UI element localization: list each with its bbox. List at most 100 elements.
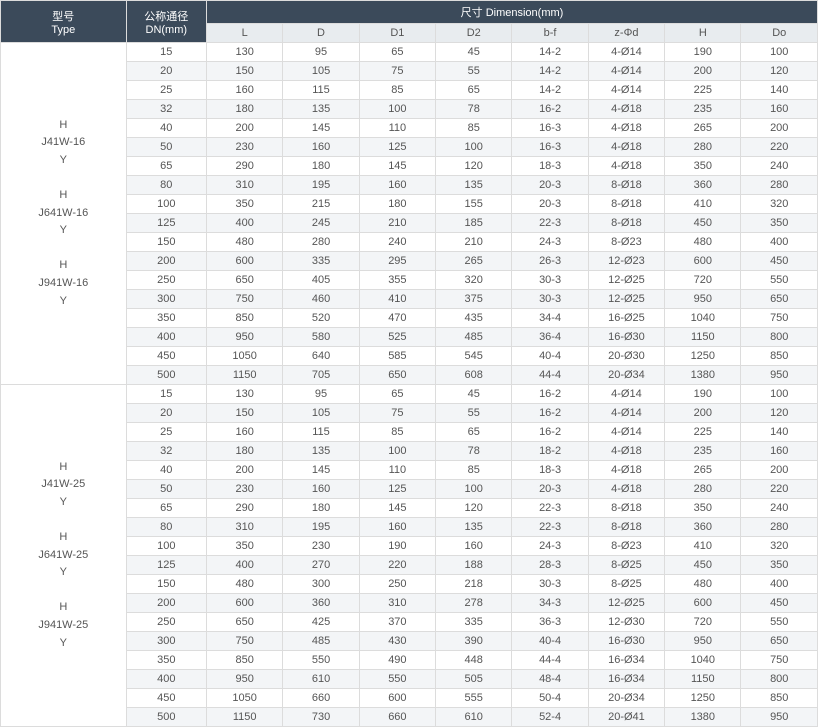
type-cell: HJ41W-25Y HJ641W-25Y HJ941W-25Y bbox=[1, 385, 127, 727]
dim-cell-D: 520 bbox=[283, 309, 359, 328]
dim-cell-D: 270 bbox=[283, 556, 359, 575]
dim-cell-H: 1040 bbox=[665, 651, 741, 670]
dim-cell-H: 1150 bbox=[665, 670, 741, 689]
dim-cell-D1: 85 bbox=[359, 423, 435, 442]
dim-cell-D2: 120 bbox=[436, 499, 512, 518]
dim-cell-bf: 16-2 bbox=[512, 404, 588, 423]
dim-cell-D: 335 bbox=[283, 252, 359, 271]
dim-cell-Do: 400 bbox=[741, 575, 818, 594]
dim-cell-H: 235 bbox=[665, 442, 741, 461]
dim-cell-Do: 450 bbox=[741, 594, 818, 613]
dim-cell-D: 115 bbox=[283, 423, 359, 442]
dim-cell-D1: 145 bbox=[359, 157, 435, 176]
dim-cell-D1: 310 bbox=[359, 594, 435, 613]
dim-cell-D: 145 bbox=[283, 461, 359, 480]
dim-cell-H: 1040 bbox=[665, 309, 741, 328]
dim-cell-L: 230 bbox=[206, 480, 282, 499]
dim-cell-zd: 12-Ø23 bbox=[588, 252, 664, 271]
dim-cell-bf: 16-3 bbox=[512, 119, 588, 138]
dim-cell-D: 180 bbox=[283, 157, 359, 176]
dim-cell-Do: 240 bbox=[741, 499, 818, 518]
dim-cell-L: 1050 bbox=[206, 689, 282, 708]
dim-cell-bf: 30-3 bbox=[512, 575, 588, 594]
dim-cell-L: 850 bbox=[206, 651, 282, 670]
dim-cell-bf: 16-2 bbox=[512, 100, 588, 119]
dim-cell-zd: 20-Ø34 bbox=[588, 366, 664, 385]
dn-cell: 25 bbox=[126, 423, 206, 442]
dim-cell-H: 1380 bbox=[665, 708, 741, 727]
dn-cell: 250 bbox=[126, 271, 206, 290]
dim-cell-D1: 125 bbox=[359, 138, 435, 157]
dim-cell-H: 225 bbox=[665, 423, 741, 442]
dim-cell-L: 160 bbox=[206, 81, 282, 100]
dim-cell-D: 135 bbox=[283, 442, 359, 461]
dim-cell-L: 850 bbox=[206, 309, 282, 328]
dim-cell-Do: 140 bbox=[741, 423, 818, 442]
dim-cell-D: 425 bbox=[283, 613, 359, 632]
dim-cell-H: 265 bbox=[665, 119, 741, 138]
dn-cell: 200 bbox=[126, 594, 206, 613]
dim-cell-D2: 545 bbox=[436, 347, 512, 366]
dim-cell-zd: 16-Ø25 bbox=[588, 309, 664, 328]
dim-cell-D2: 485 bbox=[436, 328, 512, 347]
dim-cell-Do: 320 bbox=[741, 537, 818, 556]
dn-cell: 350 bbox=[126, 651, 206, 670]
dim-cell-Do: 140 bbox=[741, 81, 818, 100]
dim-cell-zd: 4-Ø18 bbox=[588, 480, 664, 499]
dim-cell-zd: 16-Ø30 bbox=[588, 632, 664, 651]
dim-cell-H: 265 bbox=[665, 461, 741, 480]
dim-cell-Do: 550 bbox=[741, 271, 818, 290]
dim-cell-L: 1050 bbox=[206, 347, 282, 366]
dim-cell-Do: 240 bbox=[741, 157, 818, 176]
dim-cell-H: 410 bbox=[665, 537, 741, 556]
dim-cell-L: 180 bbox=[206, 442, 282, 461]
dim-cell-L: 130 bbox=[206, 385, 282, 404]
dn-cell: 40 bbox=[126, 461, 206, 480]
dim-cell-Do: 850 bbox=[741, 689, 818, 708]
dim-cell-bf: 16-3 bbox=[512, 138, 588, 157]
dim-cell-Do: 320 bbox=[741, 195, 818, 214]
dim-cell-Do: 450 bbox=[741, 252, 818, 271]
dn-cell: 400 bbox=[126, 670, 206, 689]
dim-cell-bf: 28-3 bbox=[512, 556, 588, 575]
dn-cell: 80 bbox=[126, 176, 206, 195]
dim-cell-D2: 320 bbox=[436, 271, 512, 290]
dim-cell-D: 405 bbox=[283, 271, 359, 290]
dim-cell-H: 450 bbox=[665, 556, 741, 575]
dim-cell-bf: 44-4 bbox=[512, 366, 588, 385]
dim-cell-H: 450 bbox=[665, 214, 741, 233]
dim-cell-zd: 4-Ø14 bbox=[588, 81, 664, 100]
header-dn-line1: 公称通径 bbox=[144, 11, 188, 23]
dim-cell-D2: 155 bbox=[436, 195, 512, 214]
dim-cell-D: 135 bbox=[283, 100, 359, 119]
dim-cell-bf: 30-3 bbox=[512, 290, 588, 309]
dim-cell-bf: 52-4 bbox=[512, 708, 588, 727]
dim-cell-H: 1150 bbox=[665, 328, 741, 347]
dim-cell-Do: 750 bbox=[741, 309, 818, 328]
table-row: HJ41W-25Y HJ641W-25Y HJ941W-25Y151309565… bbox=[1, 385, 818, 404]
dn-cell: 80 bbox=[126, 518, 206, 537]
dim-cell-zd: 4-Ø18 bbox=[588, 461, 664, 480]
dim-cell-H: 190 bbox=[665, 385, 741, 404]
dim-cell-zd: 8-Ø18 bbox=[588, 518, 664, 537]
dim-cell-D2: 100 bbox=[436, 138, 512, 157]
dim-cell-L: 400 bbox=[206, 556, 282, 575]
dim-cell-D: 245 bbox=[283, 214, 359, 233]
dim-cell-L: 200 bbox=[206, 461, 282, 480]
dim-cell-L: 950 bbox=[206, 328, 282, 347]
dim-cell-D2: 78 bbox=[436, 100, 512, 119]
header-col-D: D bbox=[283, 24, 359, 43]
dim-cell-D1: 75 bbox=[359, 62, 435, 81]
dim-cell-H: 480 bbox=[665, 575, 741, 594]
dim-cell-Do: 160 bbox=[741, 442, 818, 461]
dim-cell-D1: 160 bbox=[359, 176, 435, 195]
dim-cell-L: 130 bbox=[206, 43, 282, 62]
header-col-Do: Do bbox=[741, 24, 818, 43]
dim-cell-D: 105 bbox=[283, 62, 359, 81]
dim-cell-D2: 120 bbox=[436, 157, 512, 176]
dim-cell-D1: 660 bbox=[359, 708, 435, 727]
dim-cell-Do: 200 bbox=[741, 119, 818, 138]
dn-cell: 125 bbox=[126, 556, 206, 575]
dim-cell-zd: 4-Ø18 bbox=[588, 138, 664, 157]
dn-cell: 450 bbox=[126, 347, 206, 366]
